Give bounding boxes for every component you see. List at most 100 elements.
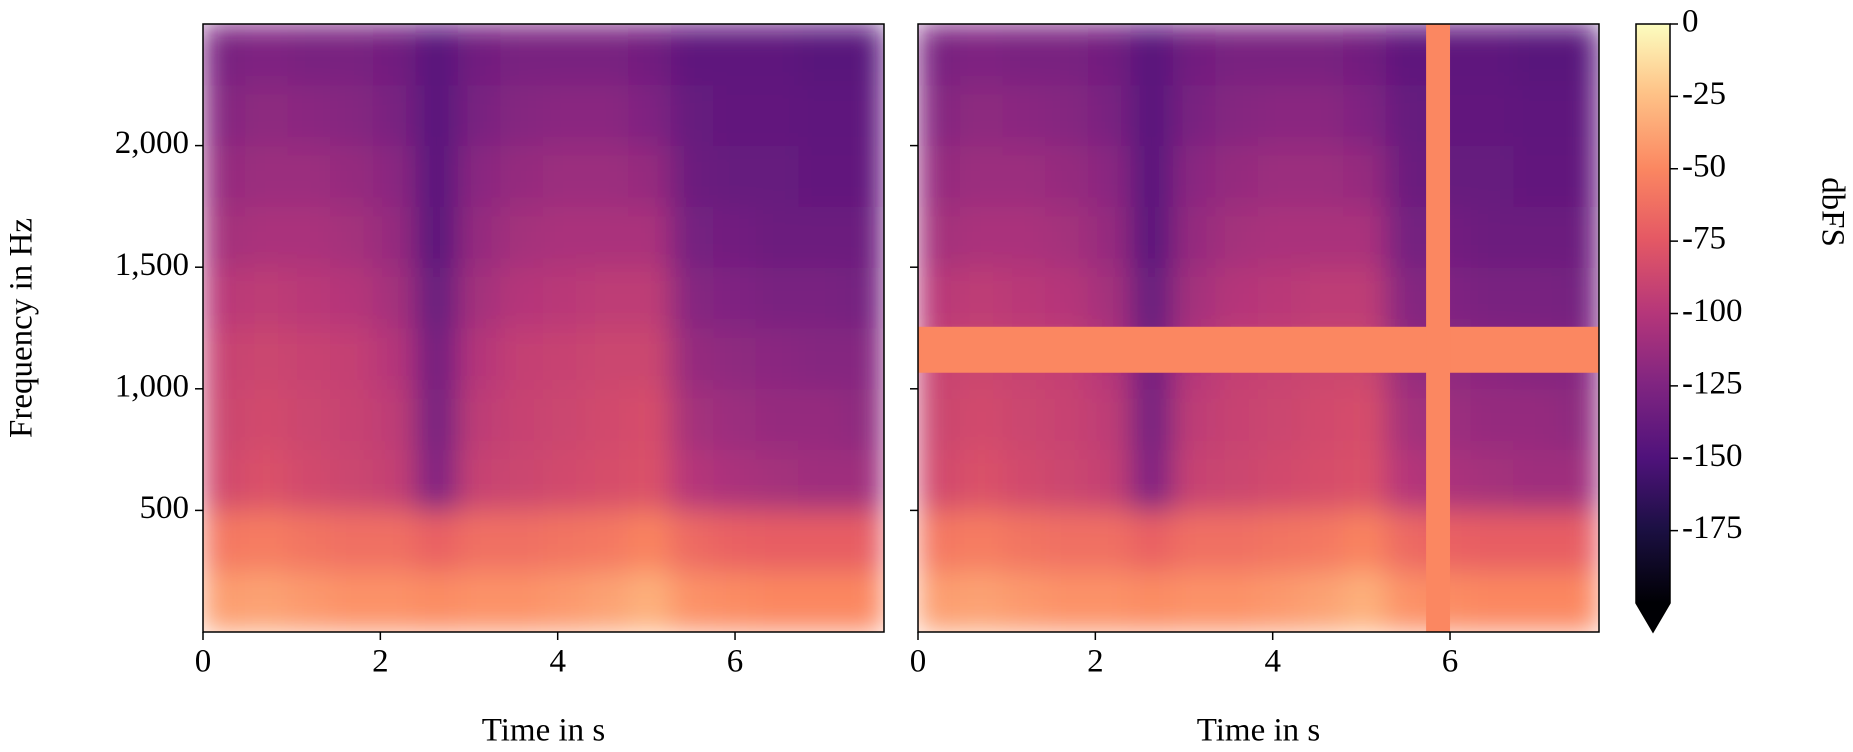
heatmap-cell [500,145,544,207]
heatmap-cell [1470,509,1515,572]
heatmap-cell [713,266,757,329]
heatmap-cell [415,570,459,632]
heatmap-cell [1087,266,1132,329]
axes-frame [202,23,885,633]
heatmap-cell [1045,205,1089,268]
heatmap-cell [543,449,587,511]
heatmap-cell [1002,266,1047,329]
heatmap-cell [1300,509,1345,572]
heatmap-cell [415,388,459,451]
heatmap-cell [203,205,247,268]
heatmap-cell [1385,24,1430,86]
heatmap-cell [1172,205,1217,268]
colorbar-extension [1636,603,1670,632]
heatmap-cell [713,24,757,86]
heatmap-cell [670,205,715,268]
heatmap-cell [1385,449,1430,511]
heatmap-cell [1343,266,1387,329]
x-tick-label: 2 [1087,644,1104,680]
heatmap-cells [918,24,1599,632]
heatmap-cell [287,509,332,572]
heatmap-cell [1215,570,1259,632]
heatmap-cell [1470,266,1515,329]
heatmap-cell [457,509,502,572]
heatmap-cell [543,388,587,451]
heatmap-cell [500,449,544,511]
heatmap-cell [1513,570,1557,632]
heatmap-cell [203,327,247,390]
heatmap-cell [1258,570,1302,632]
heatmap-cell [713,84,757,147]
heatmap-cell [1045,509,1089,572]
heatmap-cell [1045,24,1089,86]
heatmap-cell [1470,84,1515,147]
heatmap-cell [1555,145,1599,207]
colorbar-tick-label: 0 [1682,4,1699,40]
heatmap-cell [1343,388,1387,451]
heatmap-cell [1215,84,1259,147]
heatmap-cell [1172,570,1217,632]
heatmap-cell [1300,449,1345,511]
heatmap-cell [1470,24,1515,86]
heatmap-cell [1087,388,1132,451]
heatmap-cell [457,24,502,86]
heatmap-cell [798,327,842,390]
heatmap-cell [628,266,672,329]
heatmap-cell [755,24,800,86]
heatmap-cell [245,145,289,207]
heatmap-cell [415,327,459,390]
time-mask [1426,24,1451,632]
heatmap-cell [1258,266,1302,329]
heatmap-cell [1513,266,1557,329]
heatmap-cell [1087,570,1132,632]
heatmap-cell [918,449,962,511]
heatmap-cell [840,388,884,451]
heatmap-cell [330,449,374,511]
heatmap-cell [755,449,800,511]
heatmap-cell [1172,145,1217,207]
heatmap-cell [1513,84,1557,147]
heatmap-cell [840,24,884,86]
heatmap-cell [670,570,715,632]
heatmap-cell [918,388,962,451]
heatmap-cell [628,84,672,147]
heatmap-cell [372,266,417,329]
heatmap-cell [628,509,672,572]
heatmap-cell [1343,449,1387,511]
heatmap-cell [1300,205,1345,268]
heatmap-cell [1555,388,1599,451]
heatmap-cell [1385,205,1430,268]
heatmap-cell [1045,449,1089,511]
frequency-mask [918,326,1599,373]
y-tick-label: 2,000 [115,125,189,161]
heatmap-cell [330,84,374,147]
heatmap-cell [585,327,630,390]
heatmap-cell [1470,145,1515,207]
heatmap-cell [1258,205,1302,268]
heatmap-cell [1002,145,1047,207]
heatmap-cell [543,145,587,207]
colorbar-label: dbFS [1814,177,1850,247]
heatmap-cell [203,388,247,451]
colorbar-tick-label: -50 [1682,148,1726,184]
heatmap-cell [203,145,247,207]
colorbar-tick-label: -125 [1682,365,1743,401]
heatmap-cell [798,24,842,86]
heatmap-cell [1343,84,1387,147]
heatmap-cell [798,570,842,632]
heatmap-cell [543,84,587,147]
heatmap-cell [1385,388,1430,451]
heatmap-cell [1002,205,1047,268]
heatmap-cell [1172,266,1217,329]
heatmap-cell [1513,449,1557,511]
heatmap-cell [755,509,800,572]
heatmap-cell [670,266,715,329]
heatmap-cell [372,509,417,572]
heatmap-cell [585,570,630,632]
heatmap-cell [543,266,587,329]
heatmap-cell [1300,84,1345,147]
heatmap-cell [1470,388,1515,451]
heatmap-cell [1130,266,1174,329]
heatmap-cell [457,266,502,329]
heatmap-cell [1343,145,1387,207]
